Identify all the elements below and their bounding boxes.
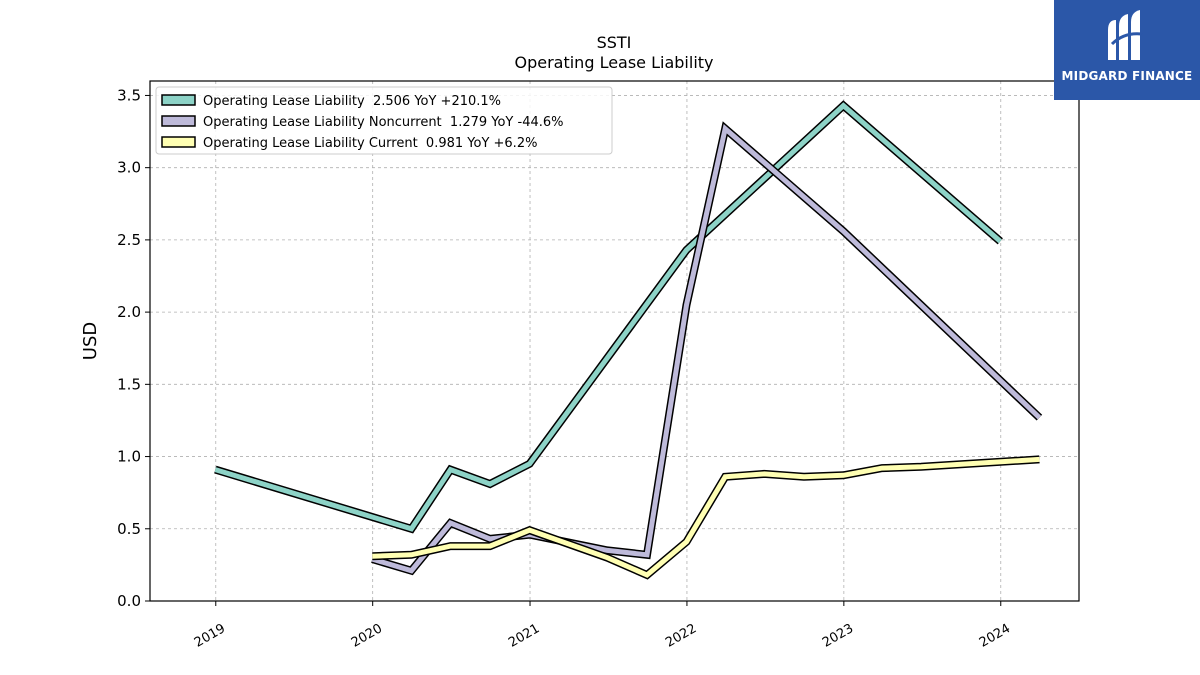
legend-label-2: Operating Lease Liability Current 0.981 … [203, 136, 537, 151]
y-tick-label: 3.5 [117, 86, 141, 104]
x-tick-label: 2023 [820, 621, 856, 651]
x-axis: 2019 2020 2021 2022 2023 2024 [192, 601, 1013, 651]
series-line-0 [214, 102, 1002, 532]
y-tick-label: 1.0 [117, 448, 141, 466]
brand-logo: MIDGARD FINANCE [1054, 0, 1200, 100]
legend-swatch-2 [161, 136, 196, 148]
legend-label-0: Operating Lease Liability 2.506 YoY +210… [203, 94, 501, 109]
logo-mark-icon [1108, 10, 1143, 60]
series-group [214, 100, 1043, 580]
legend: Operating Lease Liability 2.506 YoY +210… [155, 86, 613, 155]
x-tick-label: 2024 [977, 621, 1013, 651]
plot-area-border [149, 80, 1080, 602]
y-tick-label: 0.5 [117, 520, 141, 538]
x-tick-label: 2021 [506, 621, 542, 651]
series-line-2 [372, 456, 1040, 578]
legend-label-1: Operating Lease Liability Noncurrent 1.2… [203, 115, 564, 130]
y-tick-label: 2.0 [117, 303, 141, 321]
y-tick-label: 3.0 [117, 159, 141, 177]
chart-title: SSTI [597, 33, 632, 52]
grid [150, 81, 1079, 602]
x-tick-label: 2022 [663, 621, 699, 651]
legend-swatch-0 [161, 94, 196, 106]
legend-frame [155, 86, 613, 155]
y-axis: 0.0 0.5 1.0 1.5 2.0 2.5 3.0 3.5 [117, 86, 150, 610]
x-tick-label: 2020 [349, 621, 385, 651]
legend-swatch-1 [161, 115, 196, 127]
chart-subtitle: Operating Lease Liability [514, 53, 713, 72]
y-axis-label: USD [80, 322, 101, 360]
y-tick-label: 1.5 [117, 375, 141, 393]
logo-text: MIDGARD FINANCE [1061, 69, 1193, 83]
series-line-1 [371, 124, 1042, 574]
y-tick-label: 2.5 [117, 231, 141, 249]
y-tick-label: 0.0 [117, 592, 141, 610]
x-tick-label: 2019 [192, 621, 228, 651]
